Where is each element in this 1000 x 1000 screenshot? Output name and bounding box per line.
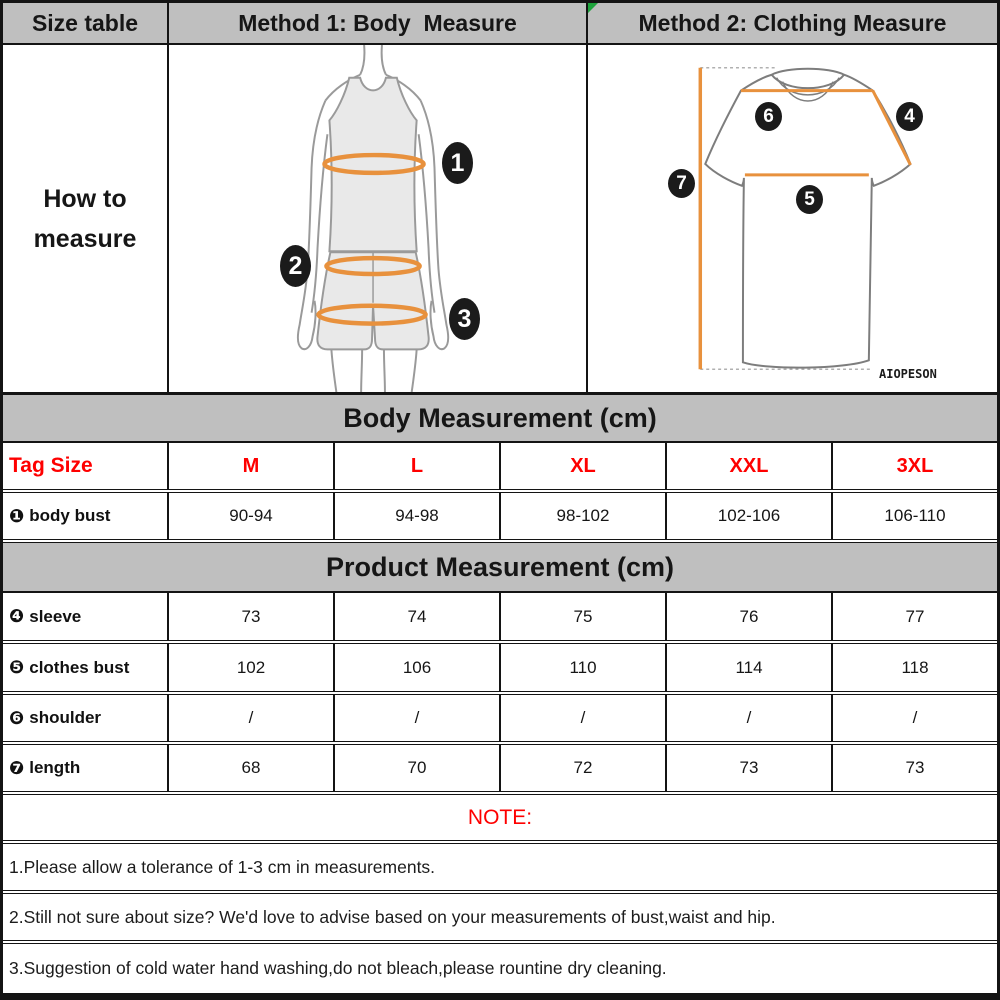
circled-7-icon: ❼: [9, 757, 25, 779]
table-cell: /: [912, 708, 918, 727]
table-cell: /: [501, 695, 667, 741]
circled-1-icon: ❶: [9, 505, 25, 527]
table-cell: /: [169, 695, 335, 741]
product-measurement-title: Product Measurement (cm): [325, 551, 675, 582]
method1-header: Method 1: Body Measure: [169, 3, 588, 43]
body-measure-diagram: 1 2 3: [169, 45, 588, 392]
table-cell: 106: [335, 644, 501, 691]
body-bust-row: ❶ body bust 90-94 94-98 98-102 102-106 1…: [3, 493, 997, 543]
table-cell: 77: [905, 606, 925, 626]
bust-measure-line: [322, 152, 426, 176]
table-cell: /: [667, 695, 833, 741]
size-col-xxl: XXL: [667, 443, 833, 489]
method2-header-label: Method 2: Clothing Measure: [638, 9, 947, 36]
waist-measure-line: [324, 255, 422, 277]
tag-size-header: Tag Size: [3, 443, 169, 489]
size-col-m: M: [169, 443, 335, 489]
body-figure-illustration: [296, 45, 450, 392]
note-item: 3.Suggestion of cold water hand washing,…: [9, 958, 667, 978]
marker-7: 7: [668, 169, 695, 198]
clothes-bust-row: ❺ clothes bust 102 106 110 114 118: [3, 644, 997, 695]
illustration-row: How to measure: [3, 45, 997, 395]
note-row-1: 1.Please allow a tolerance of 1-3 cm in …: [3, 844, 997, 894]
table-cell: 76: [667, 593, 833, 640]
note-title-row: NOTE:: [3, 795, 997, 844]
cell-corner-flag-icon: [588, 3, 598, 13]
table-cell: 102-106: [667, 493, 833, 539]
table-cell: 90-94: [169, 493, 335, 539]
hip-measure-line: [316, 303, 428, 326]
size-col-xl: XL: [501, 443, 667, 489]
tshirt-illustration: [698, 67, 912, 370]
size-col-3xl: 3XL: [896, 454, 934, 477]
note-row-2: 2.Still not sure about size? We'd love t…: [3, 894, 997, 944]
product-measurement-band: Product Measurement (cm): [3, 543, 997, 593]
size-col-l: L: [335, 443, 501, 489]
table-cell: 73: [169, 593, 335, 640]
table-cell: 75: [501, 593, 667, 640]
sleeve-row: ❹ sleeve 73 74 75 76 77: [3, 593, 997, 644]
how-to-measure-label: How to measure: [3, 45, 169, 392]
marker-3: 3: [449, 298, 480, 340]
table-cell: 73: [667, 745, 833, 791]
note-row-3: 3.Suggestion of cold water hand washing,…: [3, 944, 997, 993]
table-cell: /: [335, 695, 501, 741]
sleeve-label: ❹ sleeve: [3, 593, 169, 640]
table-cell: 114: [667, 644, 833, 691]
table-cell: 68: [169, 745, 335, 791]
shoulder-label: ❻ shoulder: [3, 695, 169, 741]
sleeve-measure-line: [871, 89, 912, 166]
size-header-row: Tag Size M L XL XXL 3XL: [3, 443, 997, 493]
clothes-bust-label: ❺ clothes bust: [3, 644, 169, 691]
size-table-header: Size table: [3, 3, 169, 43]
header-row: Size table Method 1: Body Measure Method…: [3, 3, 997, 45]
body-measurement-band: Body Measurement (cm): [3, 395, 997, 443]
table-cell: 94-98: [335, 493, 501, 539]
table-cell: 102: [169, 644, 335, 691]
table-cell: 72: [501, 745, 667, 791]
marker-6: 6: [755, 102, 782, 131]
brand-label: AIOPESON: [879, 367, 937, 381]
marker-5: 5: [796, 185, 823, 214]
length-label: ❼ length: [3, 745, 169, 791]
table-cell: 98-102: [501, 493, 667, 539]
marker-2: 2: [280, 245, 311, 287]
table-cell: 106-110: [884, 506, 946, 525]
body-measurement-title: Body Measurement (cm): [343, 402, 657, 433]
table-cell: 73: [905, 758, 925, 777]
note-item: 1.Please allow a tolerance of 1-3 cm in …: [9, 856, 436, 877]
circled-6-icon: ❻: [9, 707, 25, 729]
body-bust-label: ❶ body bust: [3, 493, 169, 539]
table-cell: 110: [501, 644, 667, 691]
length-row: ❼ length 68 70 72 73 73: [3, 745, 997, 795]
method2-header: Method 2: Clothing Measure: [588, 3, 997, 43]
marker-1: 1: [442, 142, 473, 184]
note-title: NOTE:: [467, 805, 533, 829]
marker-4: 4: [896, 102, 923, 131]
table-cell: 74: [335, 593, 501, 640]
circled-4-icon: ❹: [9, 606, 25, 627]
table-cell: 70: [335, 745, 501, 791]
table-cell: 118: [901, 657, 929, 677]
clothing-measure-diagram: 6 4 7 5 AIOPESON: [588, 45, 997, 392]
shoulder-row: ❻ shoulder / / / / /: [3, 695, 997, 745]
note-item: 2.Still not sure about size? We'd love t…: [9, 906, 776, 927]
circled-5-icon: ❺: [9, 657, 25, 678]
